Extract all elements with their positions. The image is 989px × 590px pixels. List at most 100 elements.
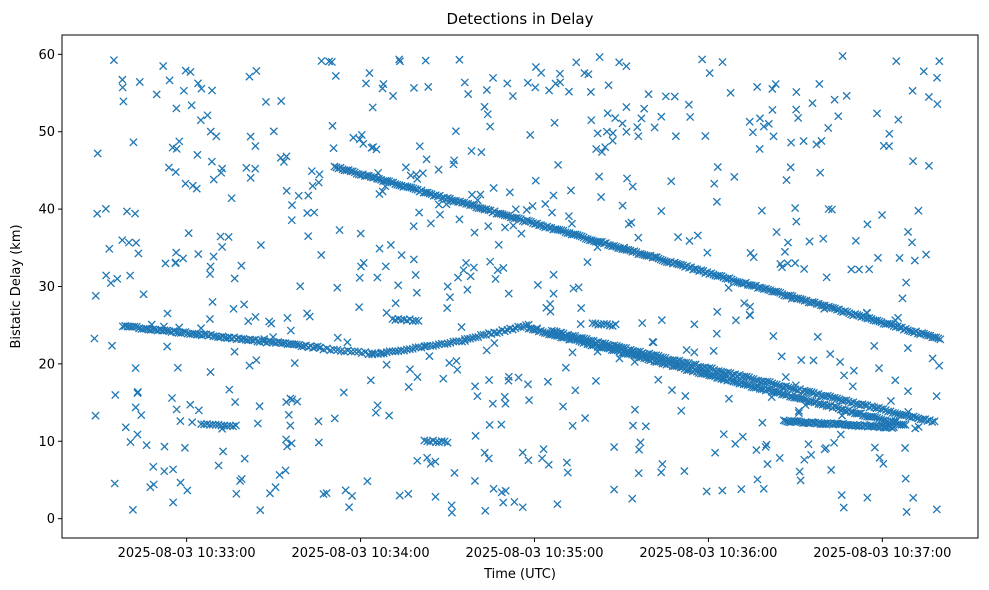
- data-point: [501, 399, 510, 408]
- data-point: [269, 127, 278, 136]
- data-point: [537, 221, 546, 230]
- data-point: [613, 343, 622, 352]
- data-point: [467, 190, 477, 199]
- data-point: [355, 303, 364, 312]
- data-point: [650, 123, 659, 132]
- data-point: [610, 442, 619, 452]
- data-point: [471, 333, 480, 342]
- data-point: [911, 424, 920, 433]
- data-point: [510, 497, 519, 506]
- data-point: [815, 79, 824, 89]
- data-point: [484, 206, 493, 215]
- data-point: [907, 238, 917, 247]
- data-point: [834, 112, 843, 121]
- data-point: [470, 476, 479, 485]
- data-point: [287, 200, 297, 210]
- data-point: [895, 323, 904, 332]
- data-point: [879, 404, 888, 413]
- data-point: [499, 498, 508, 507]
- data-point: [671, 132, 680, 141]
- data-point: [586, 87, 595, 97]
- data-point: [325, 57, 334, 66]
- data-point: [898, 294, 907, 303]
- data-point: [404, 489, 413, 498]
- data-point: [737, 485, 746, 494]
- data-point: [514, 373, 523, 382]
- data-point: [768, 105, 777, 114]
- data-point: [633, 123, 642, 132]
- data-point: [838, 51, 847, 61]
- data-point: [885, 129, 894, 138]
- data-point: [635, 445, 644, 454]
- y-tick-label: 60: [38, 48, 55, 63]
- data-point: [698, 55, 707, 64]
- data-point: [505, 188, 514, 197]
- data-point: [884, 407, 893, 416]
- data-point: [126, 438, 135, 447]
- data-point: [813, 332, 822, 341]
- data-point: [680, 467, 689, 476]
- data-point: [718, 58, 727, 67]
- data-point: [713, 162, 722, 172]
- data-point: [622, 174, 632, 183]
- data-point: [331, 71, 340, 80]
- data-point: [758, 418, 767, 427]
- data-point: [731, 316, 740, 325]
- data-point: [615, 354, 624, 363]
- data-point: [904, 407, 913, 416]
- data-point: [842, 396, 851, 405]
- data-point: [746, 248, 755, 258]
- data-point: [830, 438, 839, 447]
- data-point: [667, 177, 676, 186]
- data-point: [447, 508, 456, 517]
- data-point: [471, 431, 480, 440]
- data-point: [826, 392, 835, 401]
- data-point: [800, 395, 809, 404]
- data-point: [165, 76, 174, 85]
- data-point: [445, 293, 454, 302]
- data-point: [755, 114, 765, 123]
- data-point: [503, 79, 512, 88]
- data-point: [807, 450, 816, 459]
- data-point: [637, 114, 646, 123]
- data-point: [391, 299, 400, 308]
- data-point: [373, 401, 382, 410]
- data-point: [580, 69, 589, 78]
- data-point: [425, 352, 434, 361]
- data-point: [769, 332, 778, 341]
- x-tick-label: 2025-08-03 10:37:00: [813, 546, 951, 561]
- data-point: [566, 186, 575, 195]
- x-tick-label: 2025-08-03 10:33:00: [118, 546, 256, 561]
- data-point: [854, 409, 863, 418]
- data-point: [388, 91, 398, 101]
- data-point: [126, 271, 135, 280]
- data-point: [404, 382, 413, 391]
- data-point: [676, 260, 686, 269]
- data-point: [634, 469, 643, 478]
- data-point: [705, 68, 714, 78]
- data-point: [930, 417, 939, 426]
- data-point: [91, 411, 100, 420]
- data-point: [303, 208, 312, 218]
- data-point: [107, 341, 117, 350]
- data-point: [615, 58, 624, 67]
- data-point: [751, 376, 761, 385]
- data-point: [357, 130, 366, 139]
- data-point: [517, 229, 526, 238]
- data-point: [152, 90, 161, 99]
- data-point: [763, 377, 772, 386]
- x-axis-ticks: 2025-08-03 10:33:00 2025-08-03 10:34:00 20…: [118, 538, 951, 561]
- data-point: [553, 500, 562, 509]
- data-point: [479, 330, 488, 339]
- data-point: [412, 288, 421, 297]
- data-point: [608, 136, 617, 145]
- data-point: [435, 210, 445, 219]
- data-point: [710, 179, 719, 188]
- data-point: [449, 160, 458, 169]
- data-point: [936, 335, 945, 344]
- data-point: [252, 66, 261, 76]
- data-point: [875, 453, 884, 462]
- data-point: [242, 163, 251, 172]
- data-point: [924, 331, 933, 340]
- data-point: [875, 317, 884, 326]
